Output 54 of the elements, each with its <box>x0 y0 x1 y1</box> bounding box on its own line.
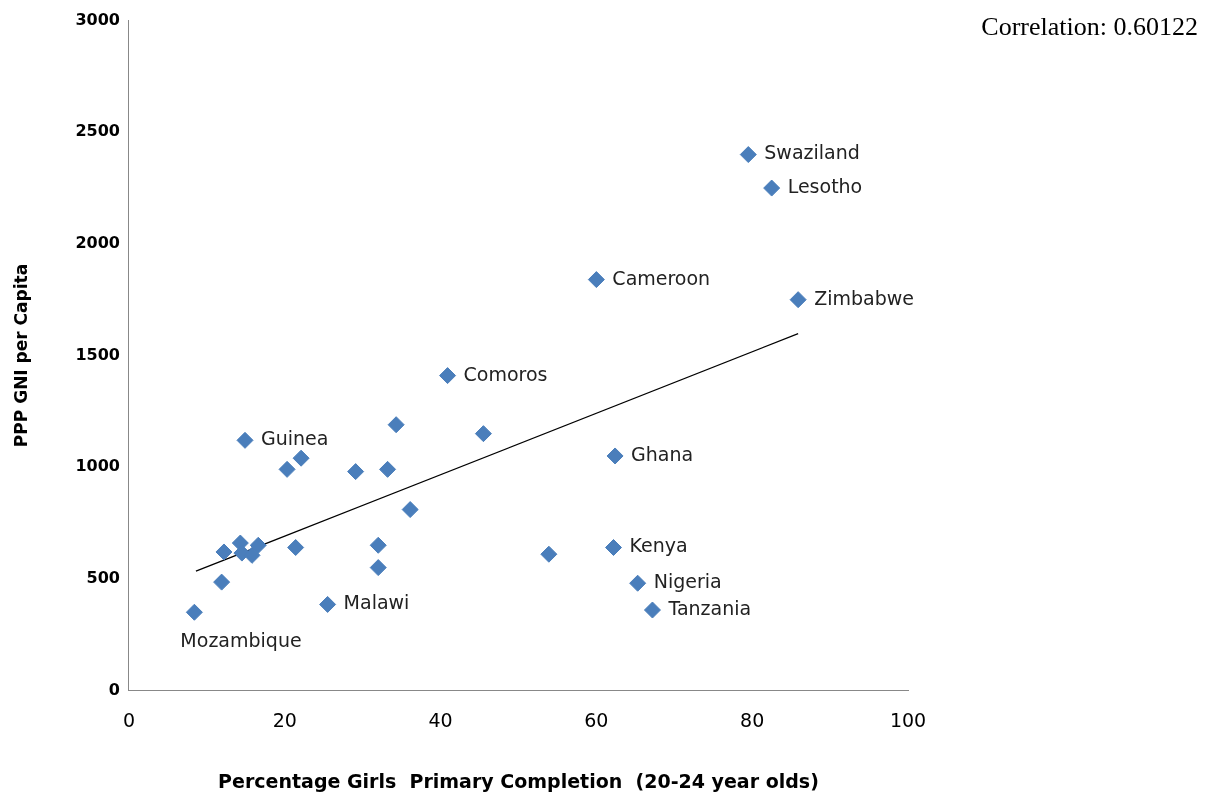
point <box>213 573 231 591</box>
annotation: Swaziland <box>764 141 860 164</box>
point <box>236 431 254 449</box>
y-tick-label: 2500 <box>75 121 120 141</box>
point <box>369 559 387 577</box>
annotation: Cameroon <box>612 266 711 289</box>
x-tick-label: 20 <box>272 708 297 731</box>
x-axis-title: Percentage Girls Primary Completion (20-24 year olds) <box>218 769 819 792</box>
point <box>347 463 365 481</box>
point <box>292 449 310 467</box>
y-tick-label: 1500 <box>75 344 120 364</box>
x-tick-label: 0 <box>122 708 135 731</box>
annotation: Malawi <box>343 591 410 614</box>
point <box>379 460 397 478</box>
y-tick-label: 0 <box>108 679 120 699</box>
point <box>629 574 647 592</box>
x-tick-label: 60 <box>584 708 609 731</box>
y-tick-label: 1000 <box>75 456 120 476</box>
point <box>540 545 558 563</box>
annotation: Kenya <box>629 534 688 557</box>
point <box>587 271 605 289</box>
annotation: Ghana <box>631 442 694 465</box>
point <box>739 146 757 164</box>
point <box>789 291 807 309</box>
x-tick-label: 100 <box>889 708 927 731</box>
y-tick-label: 3000 <box>75 9 120 29</box>
point <box>474 425 492 443</box>
annotation: Tanzania <box>667 596 752 619</box>
point <box>319 595 337 613</box>
text: Correlation: 0.60122 <box>981 12 1198 42</box>
x-tick-label: 80 <box>740 708 765 731</box>
point <box>605 539 623 557</box>
point <box>249 536 267 554</box>
annotation: Lesotho <box>787 174 863 197</box>
x-tick-label: 40 <box>428 708 453 731</box>
point <box>287 539 305 557</box>
point <box>369 536 387 554</box>
point <box>763 179 781 197</box>
y-tick-label: 2000 <box>75 233 120 253</box>
point <box>643 601 661 619</box>
annotation: Nigeria <box>653 570 722 593</box>
annotation: Zimbabwe <box>814 286 914 309</box>
point <box>606 447 624 465</box>
point <box>401 501 419 519</box>
point <box>278 460 296 478</box>
y-axis-title: PPP GNI per Capita <box>10 263 31 448</box>
annotation: Comoros <box>463 362 548 385</box>
point <box>439 367 457 385</box>
y-tick-label: 500 <box>86 567 120 587</box>
annotation: Mozambique <box>180 629 302 652</box>
point <box>387 416 405 434</box>
annotation: Guinea <box>261 427 329 450</box>
point <box>185 603 203 621</box>
point <box>215 543 233 561</box>
